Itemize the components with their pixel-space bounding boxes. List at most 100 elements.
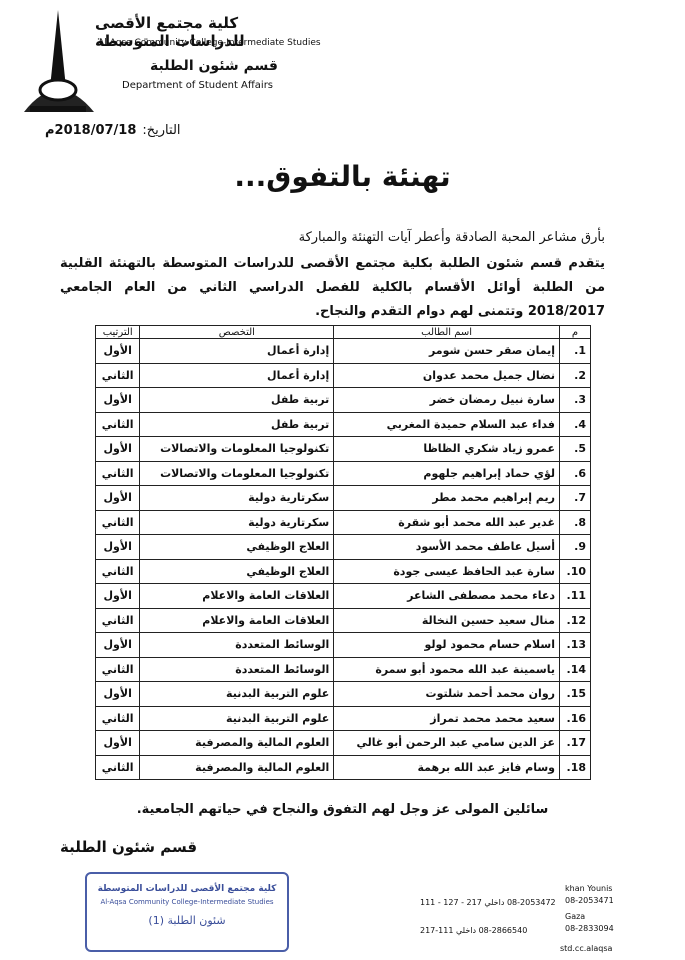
row-number: 12. xyxy=(559,607,591,633)
rank: الأول xyxy=(94,632,141,658)
rank: الأول xyxy=(94,534,141,560)
khan-younis-phone2: 08-2053472 داخلي 217 - 127 - 111 xyxy=(420,898,556,907)
row-number: 17. xyxy=(559,730,591,756)
department-ar: قسم شئون الطلبة xyxy=(150,58,278,74)
major: تكنولوجيا المعلومات والاتصالات xyxy=(139,436,335,462)
row-number: 10. xyxy=(559,558,591,584)
row-number: 4. xyxy=(559,411,591,437)
gaza-phone1: 08-2833094 xyxy=(565,924,614,933)
student-name: لؤي حماد إبراهيم جلهوم xyxy=(333,460,560,486)
major: الوسائط المتعددة xyxy=(139,656,335,682)
table-row: 3. سارة نبيل رمضان خضر تربية طفل الأول xyxy=(94,387,591,413)
row-number: 7. xyxy=(559,485,591,511)
row-number: 18. xyxy=(559,754,591,780)
row-number: 9. xyxy=(559,534,591,560)
major: علوم التربية البدنية xyxy=(139,681,335,707)
row-number: 16. xyxy=(559,705,591,731)
table-row: 6. لؤي حماد إبراهيم جلهوم تكنولوجيا المعلو… xyxy=(94,460,591,486)
student-name: سارة نبيل رمضان خضر xyxy=(333,387,560,413)
stamp: كلية مجتمع الأقصى للدراسات المتوسطة Al-A… xyxy=(85,872,289,952)
stamp-college-ar: كلية مجتمع الأقصى للدراسات المتوسطة xyxy=(97,884,277,894)
row-number: 2. xyxy=(559,362,591,388)
rank: الثاني xyxy=(94,558,141,584)
gaza-label: Gaza xyxy=(565,912,586,921)
major: العلوم المالية والمصرفية xyxy=(139,730,335,756)
rank: الثاني xyxy=(94,705,141,731)
rank: الأول xyxy=(94,730,141,756)
date: التاريخ: 2018/07/18م xyxy=(45,123,181,138)
student-name: اسلام حسام محمود لولو xyxy=(333,632,560,658)
major: العلاج الوظيفي xyxy=(139,534,335,560)
date-label: التاريخ: xyxy=(142,123,181,138)
rank: الثاني xyxy=(94,362,141,388)
student-name: أسيل عاطف محمد الأسود xyxy=(333,534,560,560)
major: إدارة أعمال xyxy=(139,338,335,364)
table-row: 14. ياسمينة عبد الله محمود أبو سمرة الوسائ… xyxy=(94,656,591,682)
student-name: ياسمينة عبد الله محمود أبو سمرة xyxy=(333,656,560,682)
major: العلاقات العامة والاعلام xyxy=(139,607,335,633)
header-cell: الترتيب xyxy=(94,325,141,339)
student-name: روان محمد أحمد شلتوت xyxy=(333,681,560,707)
logo xyxy=(24,10,94,112)
major: تربية طفل xyxy=(139,411,335,437)
college-en: Al-Aqsa Community College-Intermediate S… xyxy=(98,38,321,48)
header-cell: اسم الطالب xyxy=(333,325,560,339)
rank: الثاني xyxy=(94,656,141,682)
closing: سائلين المولى عز وجل لهم التفوق والنجاح … xyxy=(136,802,549,817)
student-name: سارة عبد الحافظ عيسى جودة xyxy=(333,558,560,584)
rank: الأول xyxy=(94,436,141,462)
table-row: 10. سارة عبد الحافظ عيسى جودة العلاج الوظي… xyxy=(94,558,591,584)
table-row: 2. نضال جميل محمد عدوان إدارة أعمال الثاني xyxy=(94,362,591,388)
row-number: 11. xyxy=(559,583,591,609)
table-row: 15. روان محمد أحمد شلتوت علوم التربية البد… xyxy=(94,681,591,707)
stamp-unit: شئون الطلبة (1) xyxy=(148,914,226,927)
table-row: 7. ريم إبراهيم محمد مطر سكرتارية دولية الأو… xyxy=(94,485,591,511)
intro: بأرق مشاعر المحبة الصادقة وأعطر آيات الت… xyxy=(298,230,605,245)
table-row: 4. فداء عبد السلام حميدة المغربي تربية طفل… xyxy=(94,411,591,437)
date-value: 2018/07/18م xyxy=(45,123,137,138)
department-en: Department of Student Affairs xyxy=(122,80,274,91)
major: العلوم المالية والمصرفية xyxy=(139,754,335,780)
major: العلاج الوظيفي xyxy=(139,558,335,584)
student-name: عز الدين سامي عبد الرحمن أبو غالي xyxy=(333,730,560,756)
college-ar: كلية مجتمع الأقصى للدراسات المتوسطة xyxy=(95,14,245,50)
rank: الأول xyxy=(94,485,141,511)
gaza-phone2: 08-2866540 داخلي 111-217 xyxy=(420,926,528,935)
major: تكنولوجيا المعلومات والاتصالات xyxy=(139,460,335,486)
rank: الأول xyxy=(94,583,141,609)
student-name: منال سعيد حسين النخالة xyxy=(333,607,560,633)
rank: الأول xyxy=(94,681,141,707)
rank: الثاني xyxy=(94,607,141,633)
table-row: 8. غدير عبد الله محمد أبو شقرة سكرتارية دو… xyxy=(94,509,591,535)
table-row: 13. اسلام حسام محمود لولو الوسائط المتعددة… xyxy=(94,632,591,658)
table-row: 16. سعيد محمد محمد تمراز علوم التربية البد… xyxy=(94,705,591,731)
khan-younis-label: khan Younis xyxy=(565,884,613,893)
header-row: م اسم الطالب التخصص الترتيب xyxy=(94,325,591,339)
major: إدارة أعمال xyxy=(139,362,335,388)
rank: الثاني xyxy=(94,411,141,437)
major: سكرتارية دولية xyxy=(139,509,335,535)
major: الوسائط المتعددة xyxy=(139,632,335,658)
row-number: 8. xyxy=(559,509,591,535)
student-name: سعيد محمد محمد تمراز xyxy=(333,705,560,731)
khan-younis-phone1: 08-2053471 xyxy=(565,896,614,905)
rank: الثاني xyxy=(94,509,141,535)
paragraph: يتقدم قسم شئون الطلبة بكلية مجتمع الأقصى… xyxy=(60,256,605,319)
row-number: 3. xyxy=(559,387,591,413)
header-cell: م xyxy=(559,325,591,339)
table-row: 18. وسام فايز عبد الله برهمة العلوم المالي… xyxy=(94,754,591,780)
table-row: 1. إيمان صقر حسن شومر إدارة أعمال الأول xyxy=(94,338,591,364)
student-name: فداء عبد السلام حميدة المغربي xyxy=(333,411,560,437)
table-row: 9. أسيل عاطف محمد الأسود العلاج الوظيفي الأ… xyxy=(94,534,591,560)
rank: الثاني xyxy=(94,460,141,486)
table-row: 5. عمرو زياد شكري الظاظا تكنولوجيا المعلوم… xyxy=(94,436,591,462)
major: سكرتارية دولية xyxy=(139,485,335,511)
stamp-college-en: Al-Aqsa Community College-Intermediate S… xyxy=(100,898,274,906)
title: تهنئة بالتفوق... xyxy=(234,160,451,193)
student-name: ريم إبراهيم محمد مطر xyxy=(333,485,560,511)
row-number: 14. xyxy=(559,656,591,682)
student-name: عمرو زياد شكري الظاظا xyxy=(333,436,560,462)
row-number: 6. xyxy=(559,460,591,486)
row-number: 5. xyxy=(559,436,591,462)
